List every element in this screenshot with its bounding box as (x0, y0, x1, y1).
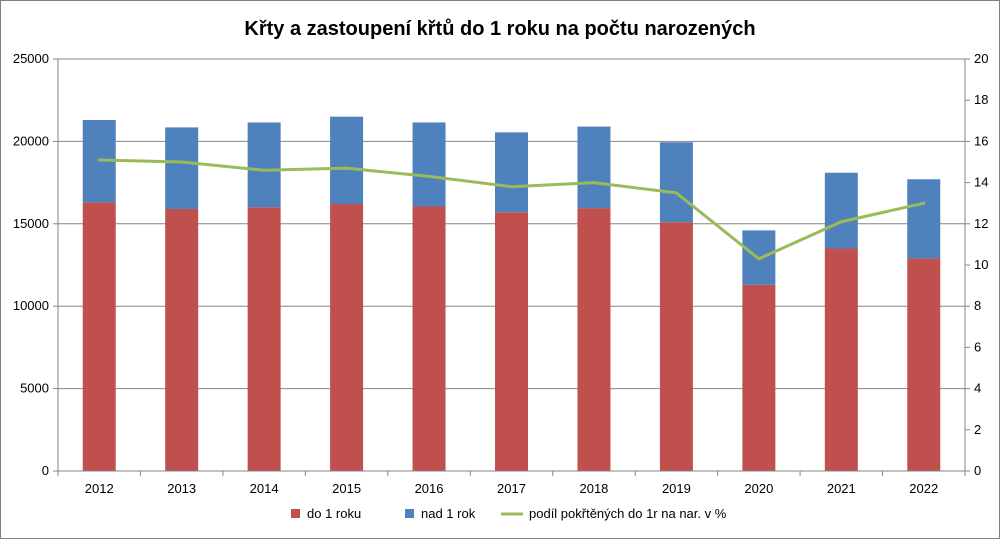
left-tick-label: 25000 (13, 51, 49, 66)
x-tick-label: 2019 (662, 481, 691, 496)
line-point (262, 168, 266, 172)
line-point (427, 174, 431, 178)
x-tick-label: 2018 (579, 481, 608, 496)
bar-nad-1-rok (165, 127, 199, 209)
bar-do-1-roku (247, 207, 281, 471)
right-tick-label: 14 (974, 175, 988, 190)
bars (82, 116, 941, 472)
legend-swatch (405, 509, 414, 518)
x-tick-label: 2014 (250, 481, 279, 496)
legend-item: nad 1 rok (405, 506, 476, 521)
right-tick-label: 4 (974, 381, 981, 396)
bar-do-1-roku (742, 284, 776, 471)
legend: do 1 roku nad 1 rok podíl pokřtěných do 1r… (291, 506, 727, 521)
legend-swatch (291, 509, 300, 518)
x-tick-label: 2016 (415, 481, 444, 496)
legend-label: do 1 roku (307, 506, 361, 521)
x-tick-label: 2015 (332, 481, 361, 496)
right-tick-label: 16 (974, 133, 988, 148)
line-point (757, 257, 761, 261)
right-tick-label: 10 (974, 257, 988, 272)
bar-do-1-roku (907, 258, 941, 471)
line-point (839, 220, 843, 224)
legend-label: podíl pokřtěných do 1r na nar. v % (529, 506, 727, 521)
tick-labels: 0 5000 10000 15000 20000 25000 0 2 4 6 8 10 12 14 16 18… (13, 51, 989, 496)
line-series (97, 158, 926, 261)
bar-nad-1-rok (577, 126, 611, 209)
line-point (510, 185, 513, 189)
x-tick-label: 2013 (167, 481, 196, 496)
bar-do-1-roku (330, 204, 364, 472)
right-tick-label: 6 (974, 339, 981, 354)
left-tick-label: 5000 (20, 381, 49, 396)
x-tick-label: 2022 (909, 481, 938, 496)
left-tick-label: 0 (42, 463, 49, 478)
x-tick-label: 2021 (827, 481, 856, 496)
left-tick-label: 10000 (13, 298, 49, 313)
right-tick-label: 8 (974, 298, 981, 313)
bar-nad-1-rok (824, 172, 858, 249)
bar-do-1-roku (82, 202, 116, 471)
bar-do-1-roku (824, 248, 858, 471)
x-tick-label: 2012 (85, 481, 114, 496)
line-point (180, 160, 184, 164)
line-point (97, 158, 101, 162)
line-point (592, 181, 596, 185)
bar-do-1-roku (165, 208, 199, 471)
right-tick-label: 2 (974, 422, 981, 437)
left-tick-label: 15000 (13, 216, 49, 231)
right-tick-label: 12 (974, 216, 988, 231)
chart-title: Křty a zastoupení křtů do 1 roku na počt… (244, 18, 755, 40)
right-tick-label: 0 (974, 463, 981, 478)
left-tick-label: 20000 (13, 133, 49, 148)
legend-item: podíl pokřtěných do 1r na nar. v % (501, 506, 727, 521)
bar-do-1-roku (495, 212, 528, 471)
bar-do-1-roku (659, 222, 693, 471)
line-point (922, 201, 926, 205)
legend-label: nad 1 rok (421, 506, 476, 521)
right-tick-label: 18 (974, 92, 988, 107)
bar-nad-1-rok (495, 132, 528, 213)
bar-nad-1-rok (330, 116, 364, 205)
x-tick-label: 2017 (497, 481, 526, 496)
right-tick-label: 20 (974, 51, 988, 66)
x-tick-label: 2020 (744, 481, 773, 496)
bar-do-1-roku (412, 206, 446, 471)
legend-item: do 1 roku (291, 506, 361, 521)
bar-nad-1-rok (659, 142, 693, 223)
axes (53, 58, 970, 476)
line-point (345, 166, 349, 170)
bar-do-1-roku (577, 208, 611, 472)
bar-nad-1-rok (412, 122, 446, 207)
bar-nad-1-rok (247, 122, 281, 208)
line-point (674, 191, 678, 195)
bar-nad-1-rok (907, 179, 941, 259)
